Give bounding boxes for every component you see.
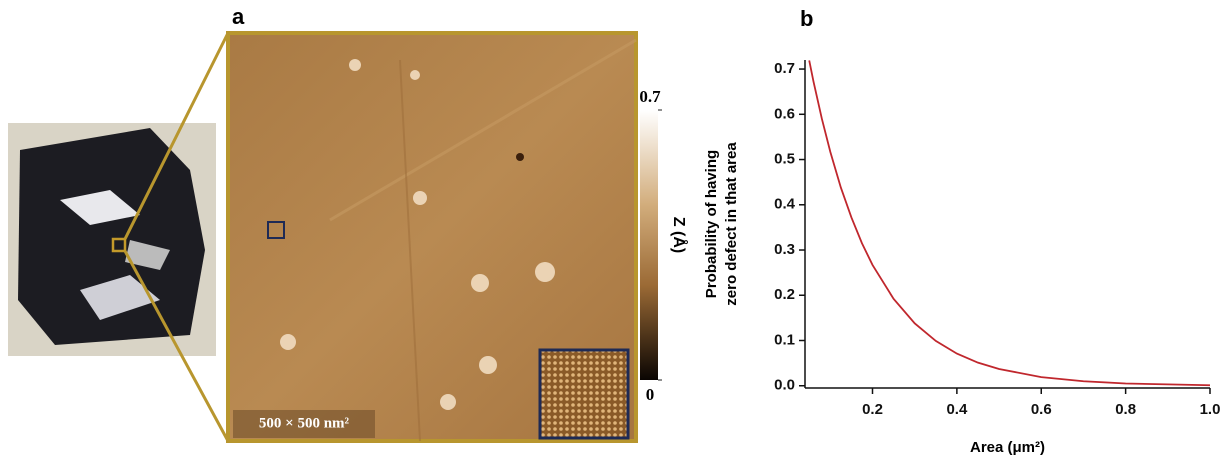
x-tick-label: 0.8 [1115, 401, 1136, 418]
figure: 500 × 500 nm² a Z (Å) b 0 0.7 0.0 0.1 0.2 0.3… [0, 0, 1228, 460]
line-series [809, 60, 1210, 385]
colorbar [640, 110, 658, 380]
y-tick-label: 0.6 [774, 105, 795, 122]
x-tick-label: 0.2 [862, 401, 883, 418]
y-tick-label: 0.4 [774, 196, 796, 213]
y-tick-label: 0.0 [774, 377, 795, 394]
colorbar-label: Z (Å) [670, 217, 689, 253]
y-tick-label: 0.3 [774, 241, 795, 258]
stm-image: 500 × 500 nm² [228, 33, 636, 441]
y-tick-label: 0.2 [774, 286, 795, 303]
page: 500 × 500 nm² a Z (Å) b 0 0.7 0.0 0.1 0.2 0.3… [0, 0, 1228, 460]
y-tick-label: 0.1 [774, 331, 795, 348]
crystal-photo [8, 123, 216, 356]
colorbar-tick-label: 0.7 [639, 87, 661, 106]
panel-label: a [232, 4, 245, 29]
scale-bar: 500 × 500 nm² [259, 415, 350, 431]
x-axis-label: Area (μm²) [970, 439, 1045, 456]
y-tick-label: 0.7 [774, 60, 795, 77]
colorbar-tick-label: 0 [646, 385, 655, 404]
x-tick-label: 0.6 [1031, 401, 1052, 418]
x-tick-label: 0.4 [946, 401, 968, 418]
y-axis-label: zero defect in that area [723, 142, 740, 306]
y-tick-label: 0.5 [774, 150, 795, 167]
y-axis-label: Probability of having [703, 150, 720, 298]
panel-label: b [800, 6, 813, 31]
x-tick-label: 1.0 [1200, 401, 1221, 418]
